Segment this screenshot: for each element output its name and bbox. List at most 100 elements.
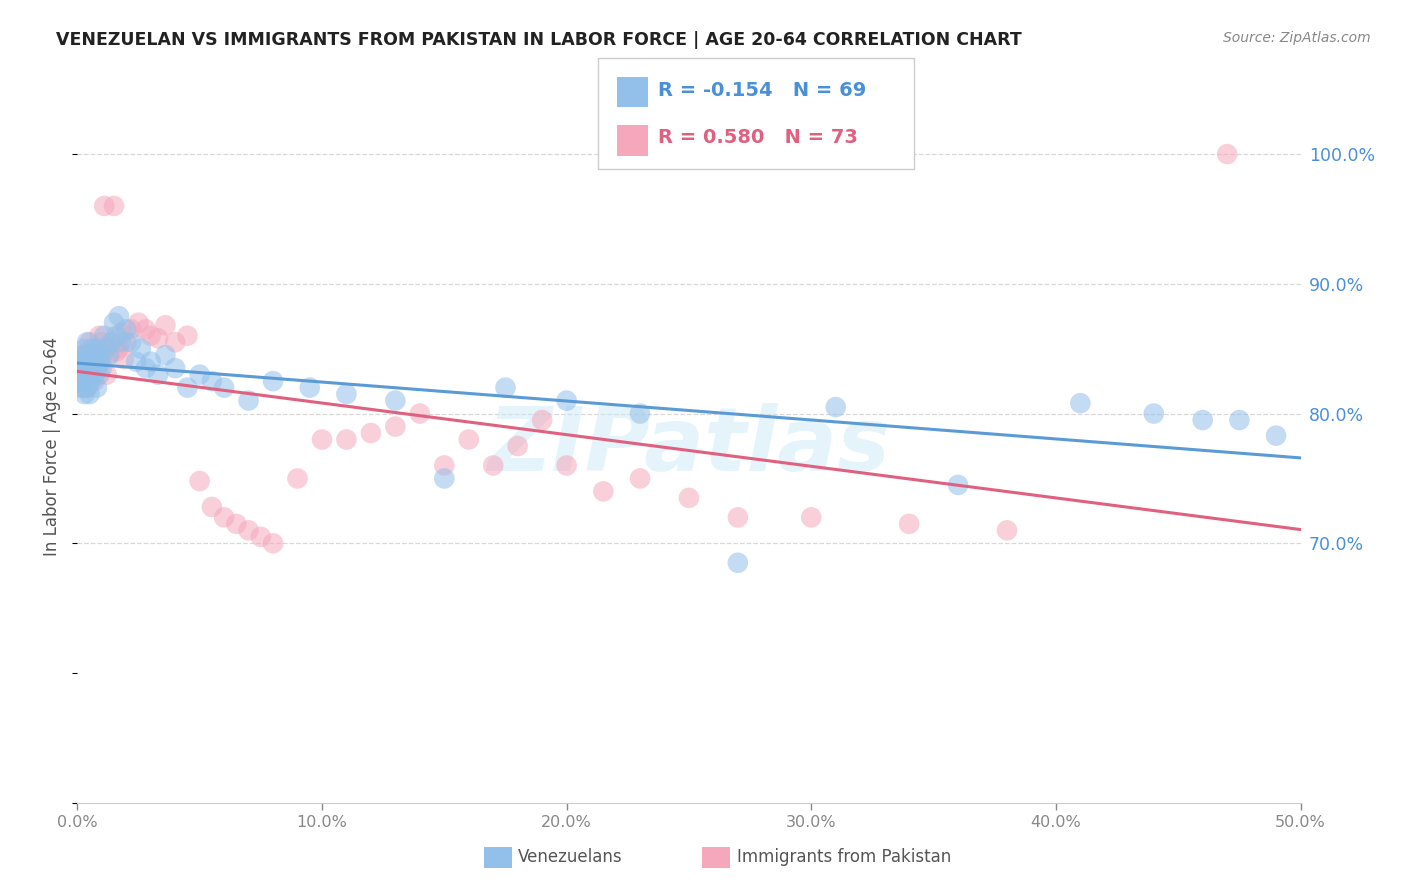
Point [335,387,357,401]
Point [1265,428,1288,442]
Point [89,348,111,362]
Point [76,348,98,362]
Point [110,335,132,350]
Point [93,328,115,343]
Point [201,374,224,388]
Point [79,374,101,388]
Point [238,524,260,538]
Point [238,393,260,408]
Point [360,425,382,440]
Point [76,381,98,395]
Point [727,556,749,570]
Point [1216,147,1239,161]
Point [73,368,96,382]
Point [96,342,118,356]
Point [96,368,118,382]
Point [73,357,96,371]
Point [69,354,91,368]
Point [86,381,108,395]
Point [262,536,284,550]
Point [201,500,224,514]
Point [73,354,96,368]
Point [79,387,101,401]
Point [110,326,132,340]
Point [76,361,98,376]
Point [384,419,406,434]
Point [90,361,112,376]
Point [165,335,187,350]
Point [188,368,211,382]
Y-axis label: In Labor Force | Age 20-64: In Labor Force | Age 20-64 [44,336,62,556]
Point [73,368,96,382]
Point [98,348,121,362]
Point [135,322,157,336]
Text: ZIPatlas: ZIPatlas [488,402,890,490]
Point [86,342,108,356]
Point [80,368,103,382]
Point [79,368,101,382]
Point [555,458,578,473]
Point [80,361,103,376]
Point [86,361,108,376]
Point [76,348,98,362]
Point [384,393,406,408]
Point [103,316,125,330]
Point [120,335,142,350]
Point [83,354,105,368]
Point [287,471,309,485]
Point [298,381,321,395]
Point [73,348,96,362]
Point [495,381,517,395]
Point [139,328,162,343]
Point [90,348,112,362]
Point [70,348,93,362]
Point [592,484,614,499]
Point [73,387,96,401]
Point [1191,413,1213,427]
Point [125,354,148,368]
Point [90,354,112,368]
Point [311,433,333,447]
Point [89,368,111,382]
Point [69,354,91,368]
Point [139,354,162,368]
Point [727,510,749,524]
Point [225,516,247,531]
Point [70,348,93,362]
Point [115,322,138,336]
Point [76,368,98,382]
Point [115,335,138,350]
Point [80,374,103,388]
Text: R = 0.580   N = 73: R = 0.580 N = 73 [658,128,858,147]
Point [678,491,700,505]
Point [79,374,101,388]
Point [250,530,273,544]
Point [146,331,169,345]
Point [112,352,135,367]
Point [824,400,846,414]
Point [69,374,91,388]
Point [105,328,128,343]
Point [70,381,93,395]
Point [73,342,96,356]
Point [83,374,105,388]
Point [1229,413,1251,427]
Point [70,361,93,376]
Point [165,361,187,376]
Point [482,458,505,473]
Point [335,433,357,447]
Point [262,374,284,388]
Point [70,374,93,388]
Point [898,516,921,531]
Point [98,348,121,362]
Point [531,413,554,427]
Point [80,342,103,356]
Point [800,510,823,524]
Point [79,354,101,368]
Point [90,335,112,350]
Point [69,381,91,395]
Point [946,478,969,492]
Text: Source: ZipAtlas.com: Source: ZipAtlas.com [1223,31,1371,45]
Point [457,433,479,447]
Point [83,368,105,382]
